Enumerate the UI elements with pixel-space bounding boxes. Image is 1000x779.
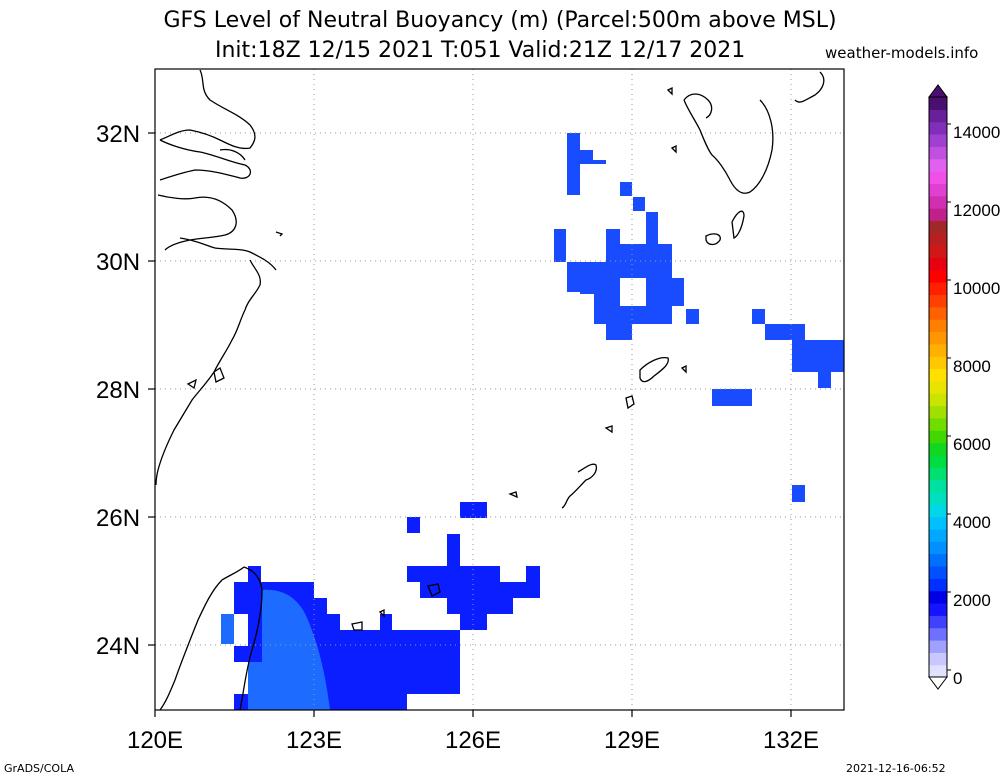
colorbar-segment [929, 417, 947, 431]
colorbar-label-10000: 10000 [953, 279, 1000, 298]
shade-cell [633, 197, 645, 211]
colorbar-segment [929, 516, 947, 530]
lon-label-129e: 129E [604, 727, 660, 754]
shade-cell [765, 324, 844, 388]
colorbar-segment [929, 553, 947, 567]
colorbar [928, 84, 951, 690]
shade-cell [221, 614, 234, 644]
colorbar-segment [929, 528, 947, 542]
colorbar-segment [929, 306, 947, 320]
axis-ticks [148, 132, 792, 717]
colorbar-segment [929, 356, 947, 370]
colorbar-segment [929, 195, 947, 209]
colorbar-top-arrow [928, 84, 948, 98]
colorbar-label-6000: 6000 [953, 435, 991, 454]
colorbar-segment [929, 257, 947, 271]
colorbar-segment [929, 183, 947, 197]
colorbar-frame [928, 96, 948, 678]
shade-cell [792, 485, 805, 502]
colorbar-segment [929, 208, 947, 221]
colorbar-label-2000: 2000 [953, 591, 991, 610]
shade-cell [752, 309, 765, 324]
colorbar-segment [929, 664, 947, 678]
colorbar-segment [929, 504, 947, 518]
colorbar-segment [929, 245, 947, 259]
shade-cell [686, 309, 699, 324]
colorbar-segment [929, 97, 947, 110]
shade-cell [567, 133, 606, 195]
shade-cell [620, 182, 632, 196]
lon-label-126e: 126E [445, 727, 501, 754]
colorbar-segment [929, 442, 947, 456]
shade-cell [407, 534, 540, 630]
colorbar-segment [929, 294, 947, 308]
lat-label-24n: 24N [96, 633, 140, 660]
colorbar-segment [929, 121, 947, 135]
colorbar-label-0: 0 [953, 669, 962, 688]
colorbar-labels: 14000 12000 10000 8000 6000 4000 2000 0 [953, 123, 1000, 688]
colorbar-segment [929, 319, 947, 333]
colorbar-segment [929, 158, 947, 172]
shade-cell [407, 517, 420, 533]
colorbar-segment [929, 109, 947, 123]
colorbar-segment [929, 380, 947, 394]
lon-label-123e: 123E [286, 727, 342, 754]
lnb-shading [221, 133, 844, 710]
map-subtitle: Init:18Z 12/15 2021 T:051 Valid:21Z 12/1… [215, 38, 746, 63]
colorbar-segment [929, 652, 947, 666]
colorbar-segment [929, 232, 947, 246]
colorbar-segment [929, 615, 947, 629]
colorbar-segment [929, 578, 947, 592]
colorbar-segment [929, 343, 947, 357]
colorbar-segment [929, 393, 947, 407]
lat-label-30n: 30N [96, 249, 140, 276]
colorbar-label-4000: 4000 [953, 513, 991, 532]
colorbar-segment [929, 171, 947, 184]
colorbar-segment [929, 541, 947, 555]
colorbar-segment [929, 491, 947, 505]
colorbar-segment [929, 565, 947, 579]
colorbar-segment [929, 368, 947, 382]
lat-label-28n: 28N [96, 377, 140, 404]
lon-label-132e: 132E [763, 727, 819, 754]
colorbar-segment [929, 602, 947, 616]
render-timestamp: 2021-12-16-06:52 [846, 762, 946, 775]
site-credit: weather-models.info [825, 44, 979, 62]
coastlines [155, 69, 825, 711]
colorbar-segment [929, 146, 947, 160]
software-credit: GrADS/COLA [4, 762, 74, 775]
colorbar-segment [929, 454, 947, 468]
colorbar-bottom-arrow [928, 676, 948, 690]
lat-label-32n: 32N [96, 121, 140, 148]
colorbar-segment [929, 134, 947, 147]
colorbar-segment [929, 590, 947, 604]
colorbar-label-14000: 14000 [953, 123, 1000, 142]
shade-cell [554, 212, 684, 340]
colorbar-label-12000: 12000 [953, 201, 1000, 220]
colorbar-segment [929, 269, 947, 283]
colorbar-segment [929, 479, 947, 493]
map-title: GFS Level of Neutral Buoyancy (m) (Parce… [163, 8, 837, 33]
colorbar-segment [929, 430, 947, 444]
colorbar-label-8000: 8000 [953, 357, 991, 376]
lon-label-120e: 120E [127, 727, 183, 754]
colorbar-segment [929, 282, 947, 296]
colorbar-segment [929, 220, 947, 234]
colorbar-segment [929, 627, 947, 641]
graticule [155, 69, 844, 710]
colorbar-segment [929, 639, 947, 653]
shade-cell [712, 389, 752, 406]
shade-cell [248, 589, 330, 710]
lat-label-26n: 26N [96, 505, 140, 532]
colorbar-segment [929, 467, 947, 481]
colorbar-segment [929, 405, 947, 419]
colorbar-segment [929, 331, 947, 345]
